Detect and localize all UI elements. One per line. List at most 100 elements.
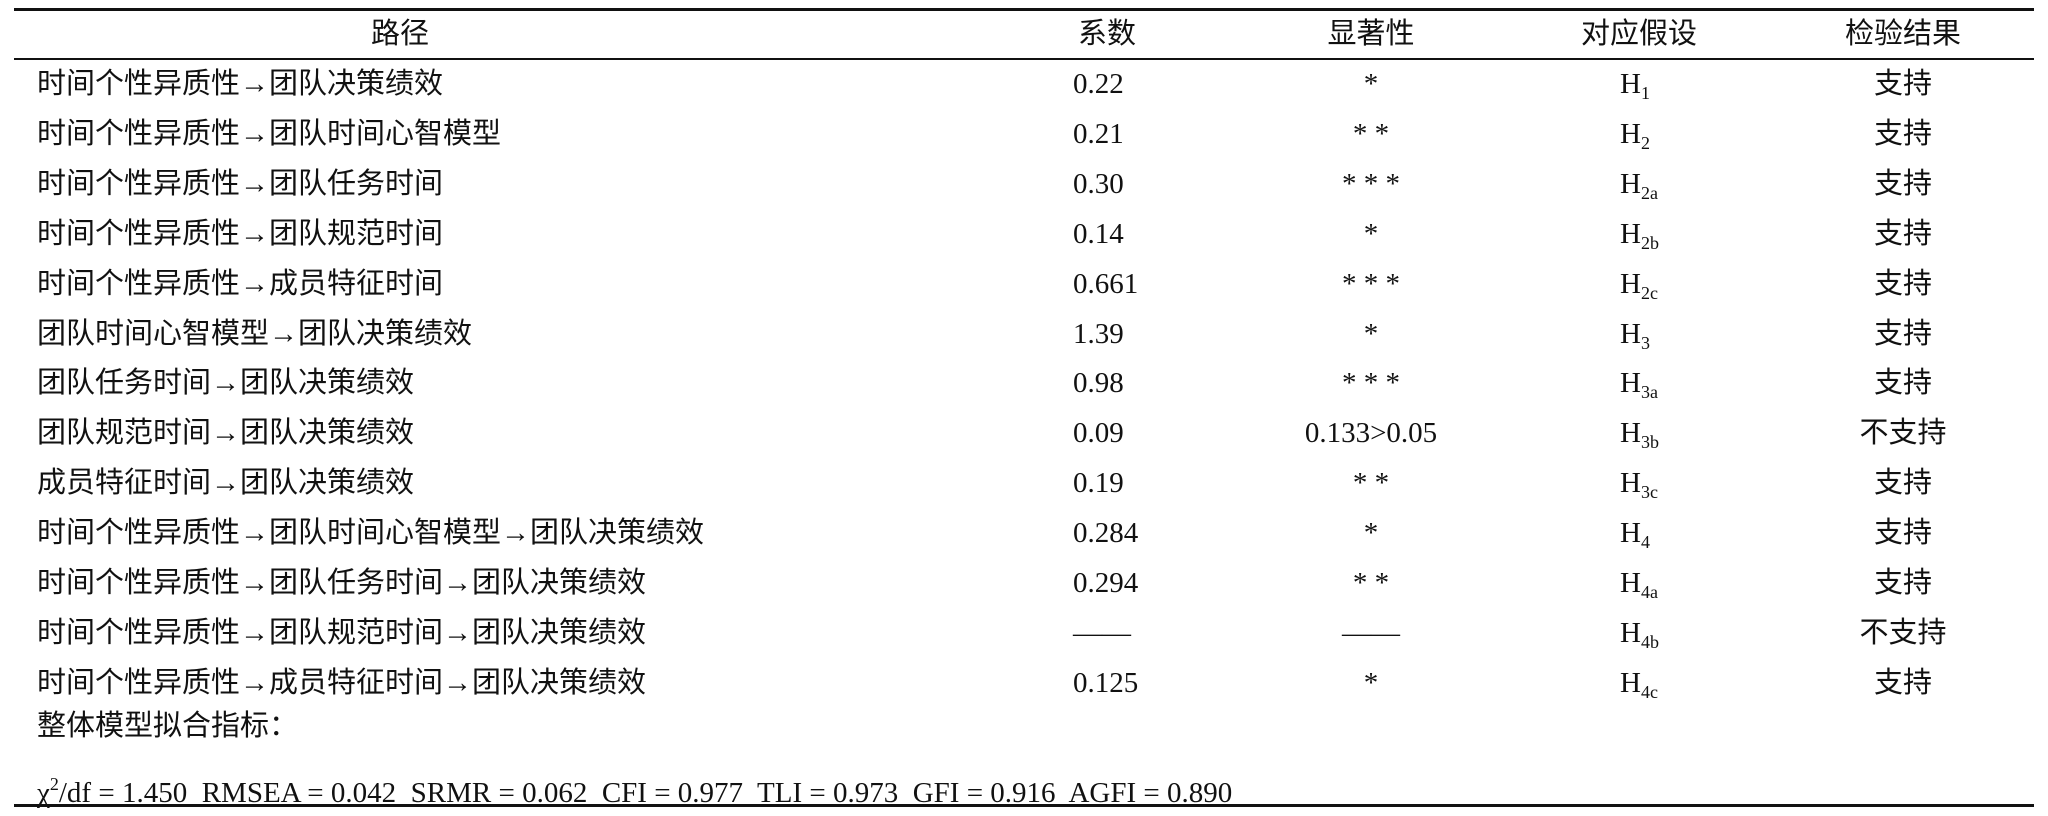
- header-cell: 检验结果: [1844, 18, 1962, 50]
- path-cell: 时间个性异质性→团队时间心智模型→团队决策绩效: [37, 517, 705, 550]
- sig-cell: *: [1363, 68, 1379, 100]
- hyp-base: H: [1620, 666, 1641, 699]
- coef-cell: ——: [1073, 616, 1131, 649]
- hyp-sub: 3: [1640, 332, 1650, 353]
- path-cell: 团队规范时间→团队决策绩效: [37, 417, 415, 450]
- hyp-cell: H3b: [1620, 413, 1659, 462]
- coef-cell: 0.284: [1073, 517, 1139, 550]
- coef-cell: 0.125: [1073, 666, 1139, 699]
- result-cell: 支持: [1873, 517, 1933, 550]
- coef-cell: 0.09: [1073, 417, 1124, 450]
- coef-cell: 0.22: [1073, 68, 1124, 100]
- hyp-cell: H4c: [1620, 663, 1658, 712]
- sig-cell: *: [1363, 666, 1379, 699]
- coef-cell: 0.98: [1073, 367, 1124, 400]
- hyp-sub: 2c: [1640, 282, 1658, 303]
- hyp-base: H: [1620, 517, 1641, 550]
- hyp-cell: H4: [1620, 513, 1650, 562]
- hyp-cell: H2b: [1620, 214, 1659, 263]
- hyp-base: H: [1620, 367, 1641, 400]
- hyp-base: H: [1620, 467, 1641, 500]
- header-cell: 路径: [370, 18, 430, 50]
- path-cell: 时间个性异质性→团队任务时间→团队决策绩效: [37, 567, 647, 599]
- path-cell: 时间个性异质性→团队任务时间: [37, 167, 444, 200]
- header-rule: [14, 58, 2034, 60]
- result-cell: 支持: [1873, 367, 1933, 400]
- hyp-sub: 1: [1640, 83, 1650, 103]
- hyp-base: H: [1620, 417, 1641, 450]
- hyp-sub: 4c: [1640, 681, 1658, 702]
- hyp-sub: 2a: [1640, 182, 1658, 203]
- hyp-sub: 2b: [1640, 232, 1659, 253]
- hyp-base: H: [1620, 217, 1641, 250]
- hyp-sub: 3a: [1640, 382, 1658, 403]
- result-cell: 支持: [1873, 317, 1933, 350]
- hyp-cell: H2: [1620, 114, 1650, 163]
- hyp-base: H: [1620, 267, 1641, 300]
- result-cell: 支持: [1873, 117, 1933, 150]
- path-cell: 时间个性异质性→团队规范时间: [37, 217, 444, 250]
- result-cell: 支持: [1873, 167, 1933, 200]
- path-cell: 时间个性异质性→团队规范时间→团队决策绩效: [37, 616, 647, 649]
- hyp-sub: 3b: [1640, 432, 1659, 453]
- hyp-cell: H3c: [1620, 463, 1658, 512]
- header-cell: 系数: [1077, 18, 1137, 50]
- path-cell: 成员特征时间→团队决策绩效: [37, 467, 415, 500]
- hyp-base: H: [1620, 317, 1641, 350]
- sig-cell: * * *: [1342, 167, 1400, 200]
- fit-indices: χ2/df = 1.450 RMSEA = 0.042 SRMR = 0.062…: [37, 764, 1232, 813]
- coef-cell: 1.39: [1073, 317, 1124, 350]
- hyp-sub: 3c: [1640, 482, 1658, 503]
- result-cell: 支持: [1873, 467, 1933, 500]
- result-cell: 不支持: [1859, 417, 1947, 450]
- hyp-cell: H4b: [1620, 613, 1659, 662]
- hyp-base: H: [1620, 117, 1641, 150]
- hyp-base: H: [1620, 567, 1641, 599]
- hyp-cell: H4a: [1620, 563, 1658, 612]
- fit-sup: 2: [49, 774, 59, 794]
- coef-cell: 0.21: [1073, 117, 1124, 150]
- header-cell: 对应假设: [1580, 18, 1698, 50]
- hyp-base: H: [1620, 68, 1641, 100]
- result-cell: 支持: [1873, 267, 1933, 300]
- coef-cell: 0.661: [1073, 267, 1139, 300]
- sig-cell: *: [1363, 217, 1379, 250]
- hyp-sub: 2: [1640, 132, 1650, 153]
- sig-cell: ——: [1342, 616, 1400, 649]
- hyp-sub: 4b: [1640, 631, 1659, 652]
- result-cell: 支持: [1873, 217, 1933, 250]
- hyp-cell: H2a: [1620, 164, 1658, 213]
- footer-label: 整体模型拟合指标：: [37, 710, 299, 742]
- sig-cell: * *: [1352, 567, 1390, 599]
- path-cell: 团队时间心智模型→团队决策绩效: [37, 317, 473, 350]
- hyp-sub: 4a: [1640, 582, 1658, 602]
- sig-cell: 0.133>0.05: [1304, 417, 1438, 450]
- hyp-cell: H3a: [1620, 363, 1658, 412]
- result-cell: 不支持: [1859, 616, 1947, 649]
- hyp-cell: H3: [1620, 314, 1650, 363]
- sig-cell: * *: [1352, 467, 1390, 500]
- coef-cell: 0.294: [1073, 567, 1139, 599]
- result-cell: 支持: [1873, 68, 1933, 100]
- sig-cell: *: [1363, 317, 1379, 350]
- hyp-base: H: [1620, 167, 1641, 200]
- path-cell: 时间个性异质性→团队决策绩效: [37, 68, 444, 100]
- sig-cell: * * *: [1342, 367, 1400, 400]
- sig-cell: *: [1363, 517, 1379, 550]
- path-cell: 时间个性异质性→成员特征时间: [37, 267, 444, 300]
- top-rule: [14, 8, 2034, 11]
- hyp-sub: 4: [1640, 532, 1650, 553]
- path-cell: 团队任务时间→团队决策绩效: [37, 367, 415, 400]
- fit-text: /df = 1.450 RMSEA = 0.042 SRMR = 0.062 C…: [58, 777, 1233, 809]
- coef-cell: 0.30: [1073, 167, 1124, 200]
- coef-cell: 0.19: [1073, 467, 1124, 500]
- fit-symbol: χ: [37, 777, 50, 809]
- hyp-base: H: [1620, 616, 1641, 649]
- bottom-rule: [14, 804, 2034, 807]
- coef-cell: 0.14: [1073, 217, 1124, 250]
- result-cell: 支持: [1873, 567, 1933, 599]
- hyp-cell: H1: [1620, 64, 1650, 113]
- path-cell: 时间个性异质性→成员特征时间→团队决策绩效: [37, 666, 647, 699]
- result-cell: 支持: [1873, 666, 1933, 699]
